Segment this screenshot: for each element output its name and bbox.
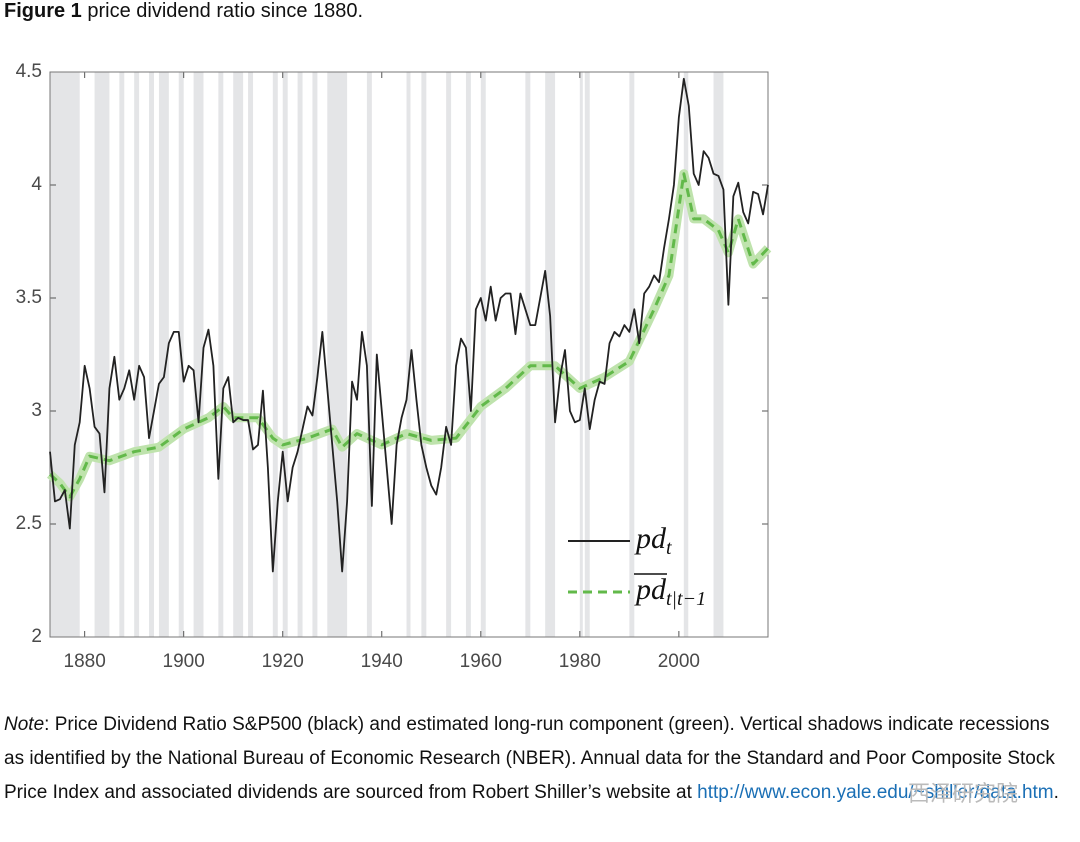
y-tick-label: 4 (31, 174, 42, 195)
note-link[interactable]: http://www.econ.yale.edu/~shiller/data.h… (697, 782, 1054, 803)
x-tick-label: 1980 (559, 651, 601, 672)
recession-band (584, 72, 590, 637)
recession-band (218, 72, 224, 637)
recession-band (683, 72, 689, 637)
y-tick-label: 3 (31, 400, 42, 421)
recession-band (406, 72, 411, 637)
recession-band (366, 72, 372, 637)
y-tick-label: 4.5 (16, 61, 42, 82)
recession-band (282, 72, 288, 637)
recession-band (713, 72, 724, 637)
recession-band (272, 72, 278, 637)
x-tick-label: 1880 (64, 651, 106, 672)
recession-band (158, 72, 169, 637)
plot-frame (49, 71, 769, 638)
legend-label: pdt|t−1 (634, 573, 706, 610)
y-tick-label: 3.5 (16, 287, 42, 308)
series-line (48, 172, 770, 499)
recession-band (446, 72, 452, 637)
recession-band (149, 72, 154, 637)
recession-band (134, 72, 140, 637)
legend-label: pdt (634, 522, 672, 559)
chart: 2 2.5 3 3.5 4 4.5 1880 1900 1920 1940 1960 1980 2000… (16, 61, 772, 672)
figure-title: Figure 1 price dividend ratio since 1880… (4, 0, 363, 23)
recession-band (327, 72, 348, 637)
recession-band (579, 72, 583, 637)
note-text: : Price Dividend Ratio S&P500 (black) an… (4, 714, 1055, 803)
x-tick-label: 1900 (163, 651, 205, 672)
y-tick-label: 2 (31, 626, 42, 647)
recession-band (193, 72, 204, 637)
y-tick-label: 2.5 (16, 513, 42, 534)
legend-subscript: t|t−1 (666, 588, 706, 610)
series-line (49, 77, 769, 573)
chart-title: price dividend ratio since 1880. (87, 0, 364, 22)
recession-band (94, 72, 110, 637)
x-tick-label: 1940 (361, 651, 403, 672)
x-tick-label: 2000 (658, 651, 700, 672)
recession-band (465, 72, 471, 637)
recession-band (297, 72, 303, 637)
recession-band (233, 72, 244, 637)
recession-band (248, 72, 254, 637)
note: Note: Price Dividend Ratio S&P500 (black… (4, 708, 1074, 810)
note-label: Note (4, 714, 45, 735)
recession-band (421, 72, 427, 637)
recession-band (312, 72, 318, 637)
recession-band (119, 72, 125, 637)
note-end: . (1053, 782, 1059, 803)
recession-band (50, 72, 80, 637)
legend-name: pd (634, 573, 667, 606)
legend-subscript: t (666, 537, 672, 559)
x-tick-label: 1920 (262, 651, 304, 672)
recession-band (545, 72, 556, 637)
watermark: 西泽研究院 (908, 782, 1019, 807)
recession-band (525, 72, 531, 637)
figure-label: Figure 1 (4, 0, 82, 22)
recession-band (480, 72, 486, 637)
x-tick-label: 1960 (460, 651, 502, 672)
legend-name: pd (634, 522, 667, 555)
